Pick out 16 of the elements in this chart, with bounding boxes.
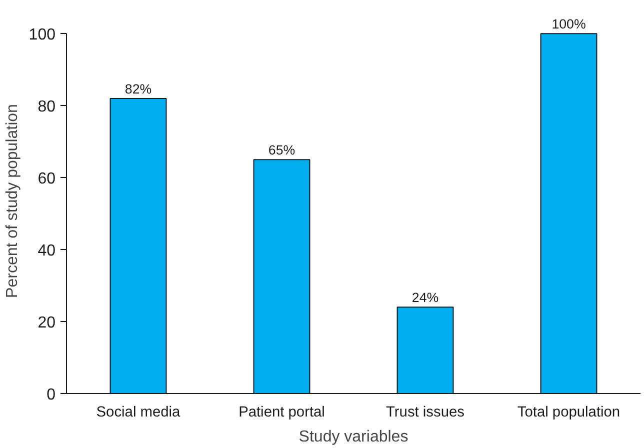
y-tick-label: 20 [38, 314, 56, 332]
data-label: 24% [412, 290, 439, 306]
x-tick-label: Trust issues [386, 404, 464, 420]
y-tick-label: 100 [28, 26, 56, 44]
x-tick-label: Total population [517, 404, 620, 420]
y-tick-label: 60 [38, 170, 56, 188]
y-tick-label: 40 [38, 242, 56, 260]
x-tick-label: Social media [96, 404, 182, 420]
data-label: 65% [268, 142, 296, 158]
x-tick-label: Patient portal [238, 404, 325, 420]
data-label: 100% [552, 16, 586, 32]
y-axis-title: Percent of study population [4, 104, 21, 298]
data-label: 82% [124, 81, 152, 96]
y-tick-label: 0 [46, 386, 56, 404]
x-axis-title: Study variables [298, 428, 408, 446]
y-tick-label: 80 [38, 98, 56, 116]
